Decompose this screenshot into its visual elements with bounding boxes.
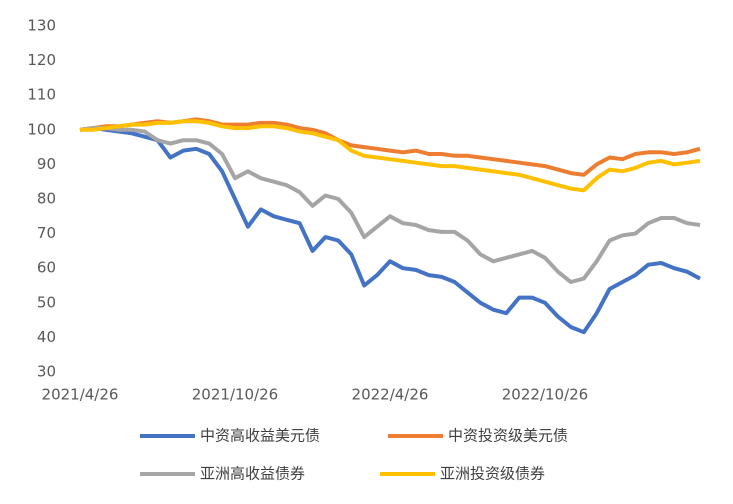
y-tick-label: 30 — [37, 363, 56, 381]
y-tick-label: 90 — [37, 155, 56, 173]
legend-label: 亚洲高收益债券 — [200, 465, 305, 483]
series-line — [80, 119, 701, 193]
legend-label: 中资投资级美元债 — [448, 427, 568, 445]
y-tick-label: 80 — [37, 190, 56, 208]
y-tick-label: 60 — [37, 259, 56, 277]
series-line — [79, 117, 701, 177]
legend-label: 中资高收益美元债 — [200, 427, 320, 445]
y-tick-label: 40 — [37, 328, 56, 346]
series-line — [79, 126, 701, 284]
y-tick-label: 100 — [27, 120, 56, 138]
x-tick-label: 2022/4/26 — [352, 386, 429, 404]
y-tick-label: 50 — [37, 293, 56, 311]
y-tick-label: 70 — [37, 224, 56, 242]
x-tick-label: 2021/4/26 — [42, 386, 119, 404]
y-tick-label: 120 — [27, 51, 56, 69]
x-tick-label: 2021/10/26 — [192, 386, 278, 404]
y-tick-label: 130 — [27, 17, 56, 35]
legend-label: 亚洲投资级债券 — [440, 465, 545, 483]
x-tick-label: 2022/10/26 — [502, 386, 588, 404]
y-tick-label: 110 — [27, 86, 56, 104]
series-line — [79, 126, 701, 335]
